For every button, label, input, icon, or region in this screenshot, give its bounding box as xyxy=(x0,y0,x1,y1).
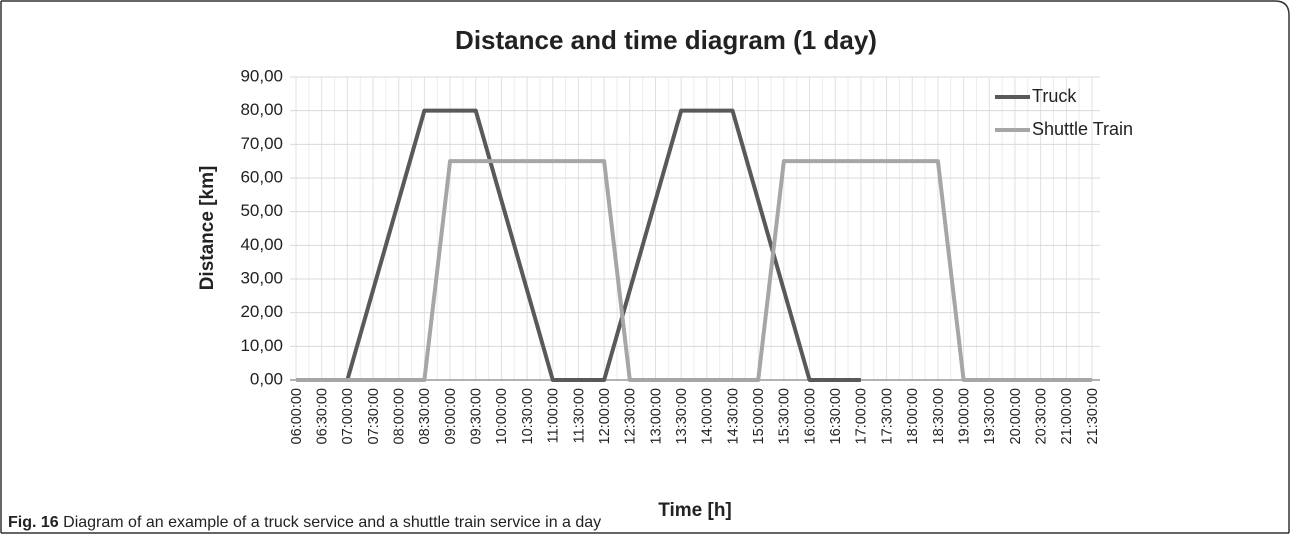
x-tick-label: 06:30:00 xyxy=(315,388,331,444)
x-tick-label: 19:00:00 xyxy=(956,388,972,444)
x-tick-label: 06:00:00 xyxy=(289,388,305,444)
y-tick-label: 10,00 xyxy=(240,336,283,355)
x-tick-label: 07:30:00 xyxy=(366,388,382,444)
y-tick-label: 70,00 xyxy=(240,134,283,153)
x-tick-label: 18:30:00 xyxy=(931,388,947,444)
x-tick-label: 08:30:00 xyxy=(417,388,433,444)
x-tick-label: 09:00:00 xyxy=(443,388,459,444)
x-tick-label: 10:30:00 xyxy=(520,388,536,444)
y-axis-label: Distance [km] xyxy=(197,166,218,291)
y-tick-label: 30,00 xyxy=(240,268,283,287)
x-tick-label: 21:00:00 xyxy=(1059,388,1075,444)
x-tick-label: 16:00:00 xyxy=(802,388,818,444)
y-tick-label: 60,00 xyxy=(240,167,283,186)
x-tick-label: 16:30:00 xyxy=(828,388,844,444)
x-tick-label: 13:00:00 xyxy=(648,388,664,444)
chart-title: Distance and time diagram (1 day) xyxy=(455,25,877,55)
x-tick-label: 14:30:00 xyxy=(725,388,741,444)
x-tick-label: 18:00:00 xyxy=(905,388,921,444)
x-tick-label: 07:00:00 xyxy=(340,388,356,444)
x-tick-label: 11:00:00 xyxy=(546,388,562,443)
x-tick-label: 09:30:00 xyxy=(469,388,485,444)
y-tick-label: 50,00 xyxy=(240,201,283,220)
x-tick-label: 17:00:00 xyxy=(854,388,870,444)
legend-label: Shuttle Train xyxy=(1032,119,1133,139)
legend-label: Truck xyxy=(1032,86,1077,106)
x-tick-label: 20:00:00 xyxy=(1008,388,1024,444)
x-tick-label: 14:00:00 xyxy=(700,388,716,444)
y-tick-label: 40,00 xyxy=(240,235,283,254)
x-tick-label: 13:30:00 xyxy=(674,388,690,444)
x-tick-label: 15:30:00 xyxy=(777,388,793,444)
x-tick-label: 21:30:00 xyxy=(1085,388,1101,444)
x-tick-label: 20:30:00 xyxy=(1033,388,1049,444)
series-line xyxy=(296,159,1092,382)
x-tick-label: 12:00:00 xyxy=(597,388,613,444)
caption-text: Diagram of an example of a truck service… xyxy=(63,514,601,531)
series-line xyxy=(296,108,861,382)
caption-label: Fig. 16 xyxy=(8,514,59,531)
caption: Fig. 16 Diagram of an example of a truck… xyxy=(8,514,601,531)
x-axis-label: Time [h] xyxy=(658,500,732,521)
x-tick-label: 15:00:00 xyxy=(751,388,767,444)
x-tick-label: 17:30:00 xyxy=(879,388,895,444)
x-tick-label: 10:00:00 xyxy=(494,388,510,444)
x-tick-label: 11:30:00 xyxy=(571,388,587,443)
y-tick-label: 0,00 xyxy=(250,369,283,388)
x-tick-label: 12:30:00 xyxy=(623,388,639,444)
x-tick-label: 08:00:00 xyxy=(392,388,408,444)
y-tick-label: 90,00 xyxy=(240,66,283,85)
x-tick-label: 19:30:00 xyxy=(982,388,998,444)
y-tick-label: 80,00 xyxy=(240,100,283,119)
y-tick-label: 20,00 xyxy=(240,302,283,321)
